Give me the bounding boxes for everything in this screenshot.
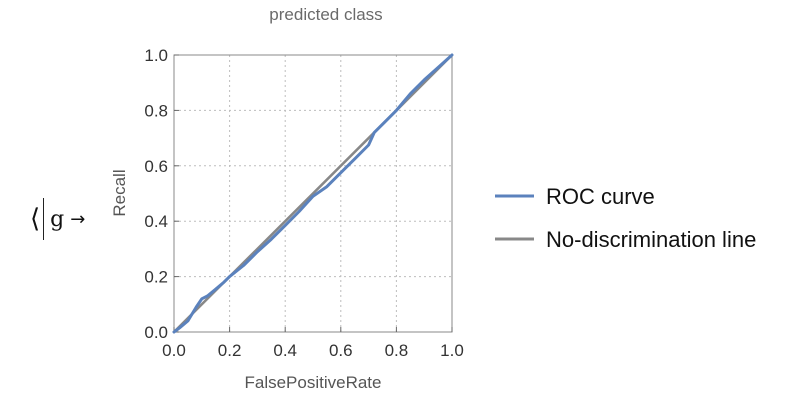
y-tick-label: 0.8: [144, 101, 168, 120]
x-tick-label: 0.0: [162, 341, 186, 360]
x-tick-label: 0.2: [218, 341, 242, 360]
x-tick-label: 0.6: [329, 341, 353, 360]
x-tick-label: 1.0: [440, 341, 464, 360]
chart-title: predicted class: [269, 5, 382, 24]
angle-bracket: ⟨: [30, 204, 41, 234]
y-tick-label: 1.0: [144, 46, 168, 65]
legend-label: No-discrimination line: [546, 227, 756, 252]
x-tick-label: 0.4: [273, 341, 297, 360]
y-tick-label: 0.4: [144, 212, 168, 231]
y-tick-label: 0.0: [144, 323, 168, 342]
legend-label: ROC curve: [546, 184, 655, 209]
y-axis-label: Recall: [110, 169, 129, 216]
legend: ROC curve No-discrimination line: [495, 184, 756, 252]
variable-g: g: [50, 206, 65, 232]
axis-ticks: 0.0 0.2 0.4 0.6 0.8 1.0 0.0 0.2 0.4 0.6 0.8 1.0: [144, 46, 463, 360]
vertical-bar: [43, 198, 45, 240]
plot-frame: [173, 54, 453, 333]
series-group: [172, 53, 454, 334]
y-tick-label: 0.2: [144, 268, 168, 287]
x-tick-label: 0.8: [385, 341, 409, 360]
arrow-icon: →: [70, 208, 86, 230]
y-tick-label: 0.6: [144, 157, 168, 176]
query-expression: ⟨ g →: [30, 196, 85, 242]
roc-curve-line: [172, 53, 454, 334]
x-axis-label: FalsePositiveRate: [244, 373, 381, 392]
grid: [174, 55, 452, 332]
